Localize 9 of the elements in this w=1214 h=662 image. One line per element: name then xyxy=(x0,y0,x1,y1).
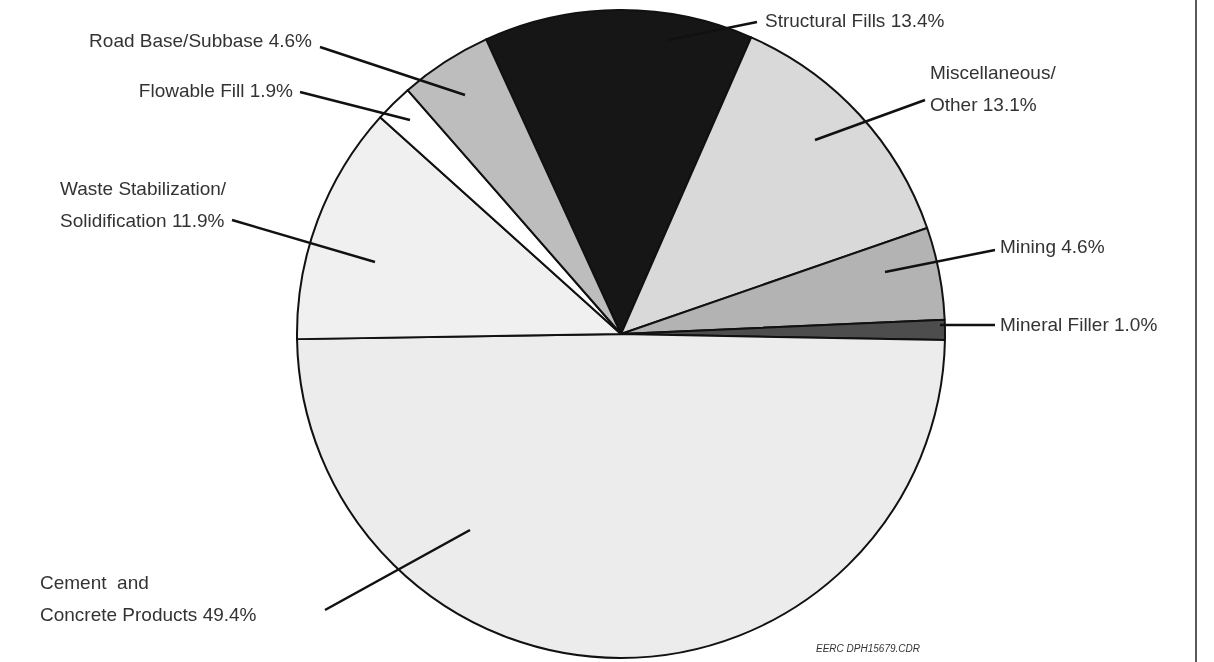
slice-label: Flowable Fill 1.9% xyxy=(138,80,294,102)
slice-label: Road Base/Subbase 4.6% xyxy=(89,30,313,52)
slice-label: Mineral Filler 1.0% xyxy=(1000,314,1158,336)
slice-label: Cement and Concrete Products 49.4% xyxy=(40,572,257,626)
slice-label: Structural Fills 13.4% xyxy=(765,10,945,32)
slice-label: Mining 4.6% xyxy=(1000,236,1105,258)
text: EERC DPH15679.CDR xyxy=(816,643,920,654)
slice-label: Waste Stabilization/ Solidification 11.9% xyxy=(60,178,227,232)
slice-label: Miscellaneous/ Other 13.1% xyxy=(930,62,1057,116)
